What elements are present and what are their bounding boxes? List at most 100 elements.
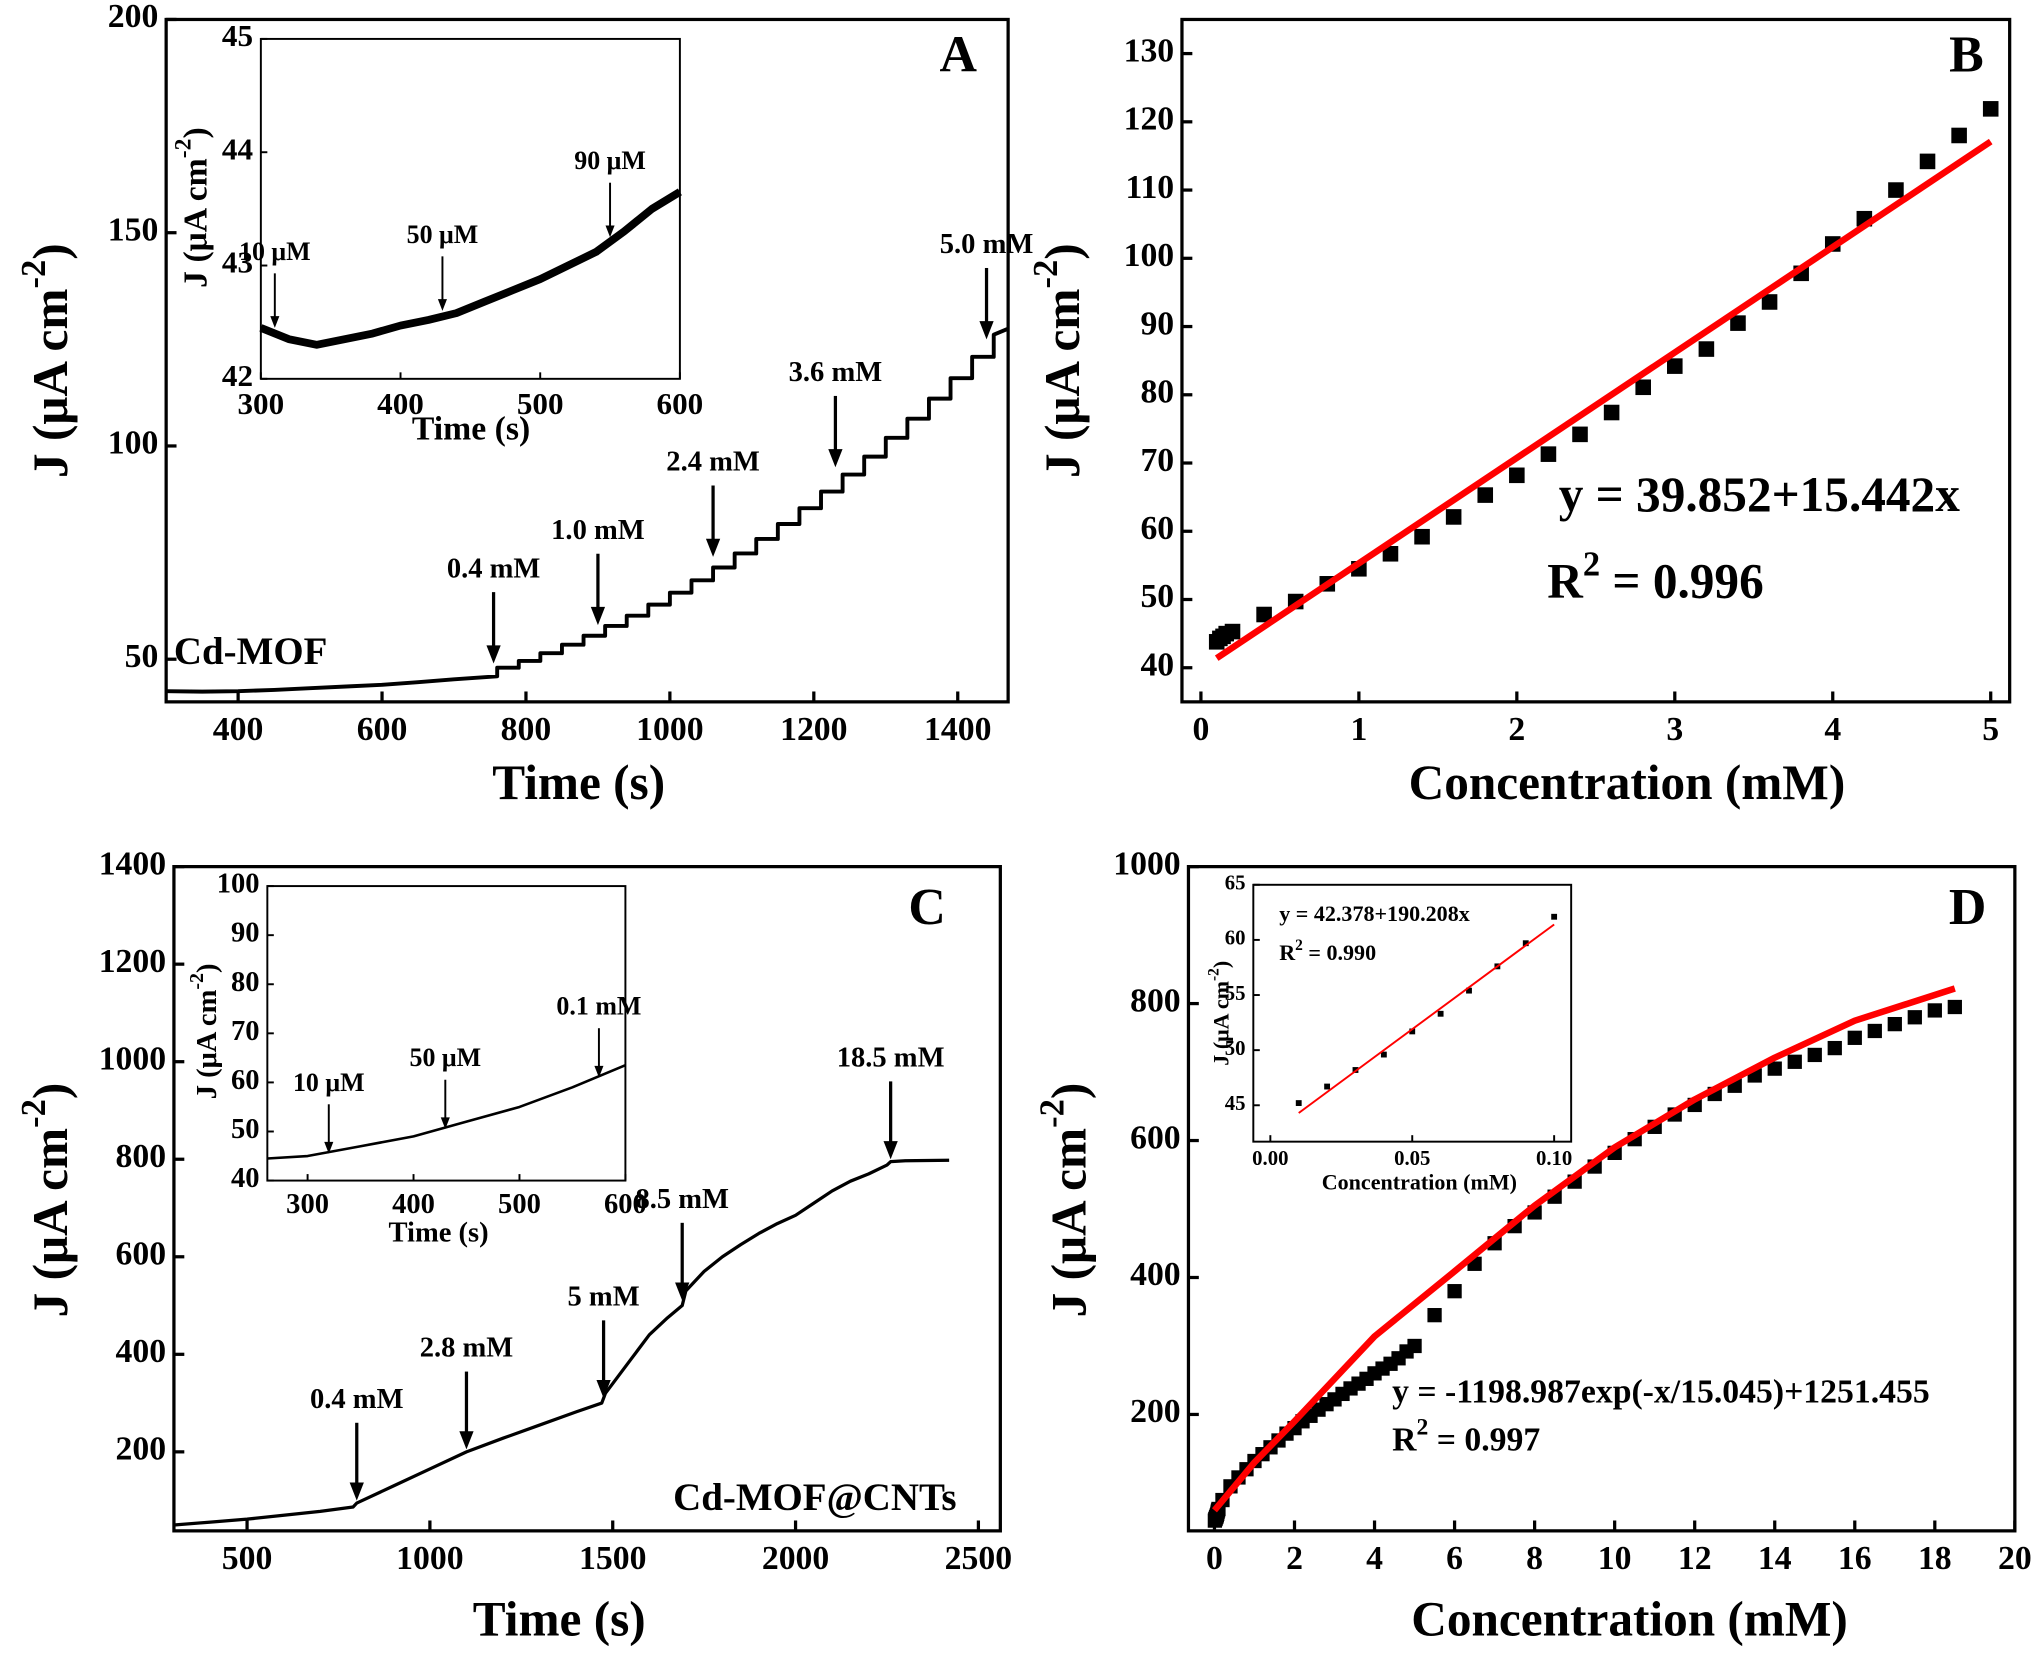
y-tick-label: 1000 (99, 1040, 166, 1077)
data-point (1847, 1030, 1862, 1045)
panel-label: C (908, 879, 945, 936)
label-part: = 0.990 (1303, 940, 1376, 965)
label: J (μA cm-2) (15, 1083, 78, 1318)
series-line (1211, 985, 1956, 1513)
label: J (μA cm-2) (15, 243, 78, 478)
data-point (1888, 182, 1904, 198)
x-tick-label: 0.00 (1252, 1148, 1288, 1170)
label-part: J (μA cm (1035, 289, 1090, 478)
x-tick-label: 800 (501, 711, 552, 748)
sample-label: Cd-MOF (174, 630, 327, 673)
y-tick-label: 50 (125, 638, 159, 675)
fit-equation: y = -1198.987exp(-x/15.045)+1251.455 (1392, 1373, 1930, 1410)
x-tick-label: 1000 (396, 1540, 463, 1577)
x-axis-label: Concentration (mM) (1411, 1592, 1848, 1647)
data-point (1256, 606, 1272, 623)
data-point (1827, 1040, 1842, 1056)
x-tick-label: 300 (286, 1189, 329, 1220)
arrow-head (828, 449, 843, 468)
label-part: J (μA cm (192, 989, 223, 1099)
y-tick-label: 50 (1140, 578, 1174, 615)
data-point (1867, 1023, 1882, 1039)
data-point (1295, 1100, 1302, 1106)
data-point (1667, 358, 1683, 374)
series-line (166, 326, 1009, 694)
label: J (μA cm-2) (1206, 961, 1234, 1066)
y-tick-label: 400 (1130, 1256, 1181, 1293)
data-point (1761, 294, 1778, 310)
x-tick-label: 6 (1446, 1540, 1463, 1577)
series-line (259, 188, 682, 349)
superscript: 2 (1416, 1415, 1428, 1441)
x-tick-label: 16 (1838, 1540, 1872, 1577)
arrow-head (437, 299, 447, 311)
inset-frame (259, 37, 681, 380)
label-part: ) (23, 243, 78, 259)
y-tick-label: 200 (108, 0, 159, 35)
annotation: 1.0 mM (551, 515, 645, 546)
x-tick-label: 600 (357, 711, 408, 748)
data-point (1466, 987, 1472, 994)
data-point (1477, 487, 1494, 503)
x-tick-label: 4 (1366, 1540, 1383, 1577)
label: J (μA cm-2) (186, 963, 223, 1099)
data-point (1572, 426, 1588, 443)
x-tick-label: 3 (1666, 711, 1683, 748)
data-point (1540, 446, 1557, 462)
y-tick-label: 800 (116, 1138, 167, 1175)
annotation: 10 μM (293, 1068, 365, 1097)
x-tick-label: 0 (1206, 1540, 1223, 1577)
annotation: 8.5 mM (635, 1184, 729, 1215)
data-point (1445, 509, 1462, 525)
x-tick-label: 2000 (762, 1540, 829, 1577)
y-tick-label: 80 (1140, 374, 1174, 411)
label-part: = 0.996 (1600, 554, 1764, 609)
inset-frame (1252, 883, 1573, 1143)
y-tick-label: 600 (116, 1236, 167, 1273)
series-line (173, 1158, 950, 1527)
x-tick-label: 1200 (780, 711, 847, 748)
arrow-head (440, 1117, 450, 1130)
data-point (1730, 315, 1746, 331)
x-tick-label: 500 (222, 1540, 273, 1577)
series-line (1298, 923, 1555, 1114)
fit-equation: y = 39.852+15.442x (1559, 467, 1960, 522)
x-tick-label: 400 (377, 386, 424, 421)
label-part: ) (192, 963, 223, 973)
arrow-head (979, 321, 994, 340)
label-part: J (μA cm (1209, 981, 1234, 1066)
y-tick-label: 400 (116, 1333, 167, 1370)
y-tick-label: 65 (1225, 873, 1246, 895)
label-part: ) (1209, 961, 1234, 968)
annotation: 0.4 mM (447, 553, 541, 584)
arrow-head (883, 1141, 898, 1160)
y-tick-label: 800 (1130, 982, 1181, 1019)
y-tick-label: 60 (231, 1065, 260, 1096)
data-point (1787, 1054, 1802, 1069)
y-tick-label: 60 (1225, 928, 1246, 950)
y-tick-label: 100 (108, 425, 159, 462)
y-tick-label: 200 (1130, 1393, 1181, 1430)
data-point (1951, 127, 1967, 144)
data-point (1509, 467, 1525, 484)
annotation: 90 μM (574, 146, 646, 175)
x-tick-label: 0 (1192, 711, 1209, 748)
x-axis-label: Time (s) (389, 1218, 489, 1249)
y-tick-label: 55 (1225, 983, 1246, 1005)
x-tick-label: 400 (392, 1189, 435, 1220)
data-point (1927, 1003, 1942, 1018)
data-point (1698, 341, 1715, 357)
data-point (1437, 1010, 1444, 1017)
x-axis-label: Concentration (mM) (1322, 1170, 1517, 1195)
label: J (μA cm-2) (171, 127, 214, 288)
y-tick-label: 90 (231, 918, 260, 949)
superscript: -2 (1033, 1099, 1071, 1128)
x-tick-label: 5 (1982, 711, 1999, 748)
annotation: 3.6 mM (789, 357, 883, 388)
annotation: 5.0 mM (940, 229, 1034, 260)
x-tick-label: 18 (1918, 1540, 1952, 1577)
arrow-head (596, 1380, 611, 1399)
y-tick-label: 42 (222, 358, 253, 393)
